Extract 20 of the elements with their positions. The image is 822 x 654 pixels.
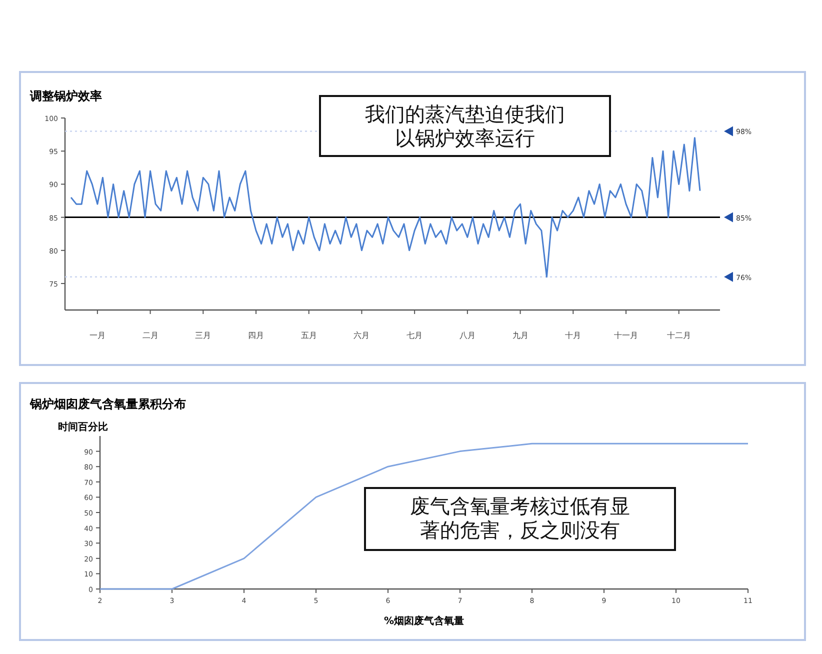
x-axis-title: %烟囱废气含氧量 (384, 615, 464, 627)
x-tick-label: 九月 (512, 331, 528, 340)
annotation: 废气含氧量考核过低有显著的危害，反之则没有 (410, 494, 630, 542)
x-tick-label: 一月 (89, 331, 106, 340)
y-axis-title: 时间百分比 (58, 421, 108, 433)
x-tick-label: 五月 (300, 331, 317, 340)
note-box: 废气含氧量考核过低有显著的危害，反之则没有 (364, 487, 676, 551)
x-tick-label: 十月 (565, 331, 582, 340)
x-tick-label: 十二月 (666, 331, 691, 340)
chart-title: 调整锅炉效率 (29, 89, 102, 103)
note-box: 我们的蒸汽垫迫使我们以锅炉效率运行 (319, 95, 611, 157)
annotation: 我们的蒸汽垫迫使我们以锅炉效率运行 (365, 102, 565, 150)
chart-title: 锅炉烟囱废气含氧量累积分布 (29, 397, 186, 411)
x-tick-label: 二月 (142, 331, 158, 340)
x-tick-label: 八月 (459, 331, 476, 340)
x-tick-label: 十一月 (614, 331, 638, 340)
x-tick-label: 六月 (354, 331, 370, 340)
x-tick-label: 四月 (248, 331, 264, 340)
x-tick-label: 七月 (406, 331, 423, 340)
x-tick-label: 三月 (195, 331, 212, 340)
